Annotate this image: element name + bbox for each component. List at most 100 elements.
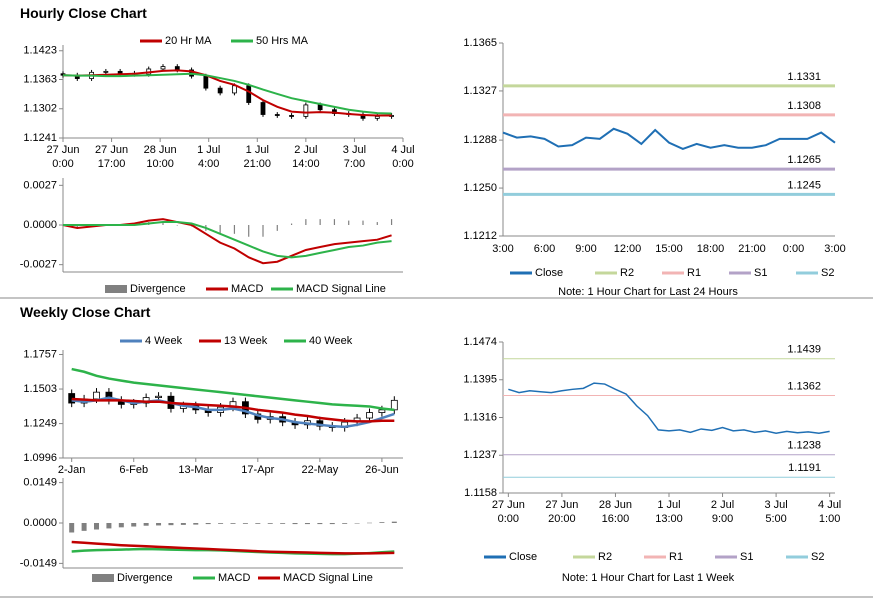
divergence-bar — [348, 220, 350, 225]
pivot-label: 1.1308 — [787, 100, 821, 112]
divergence-bar — [390, 219, 393, 225]
x-tick-label: 3 Jul 7:00 — [342, 144, 367, 170]
x-tick-label: 4 Jul 0:00 — [391, 144, 415, 170]
candle-body — [289, 115, 294, 117]
x-tick-label: 28 Jun 10:00 — [143, 144, 177, 170]
x-tick-label: 17-Apr — [241, 464, 275, 476]
y-tick-label: 1.1474 — [463, 336, 497, 348]
y-tick-label: 1.1327 — [463, 85, 497, 97]
y-tick-label: 1.1316 — [463, 411, 497, 423]
x-tick-label: 27 Jun 0:00 — [491, 499, 525, 525]
x-tick-label: 1 Jul 21:00 — [243, 144, 272, 170]
divergence-bar — [131, 523, 137, 527]
legend-label: 20 Hr MA — [165, 35, 212, 47]
x-tick-label: 27 Jun 0:00 — [46, 144, 80, 170]
divergence-bar — [290, 223, 293, 225]
x-tick-label: 22-May — [301, 464, 339, 476]
candle-body — [103, 70, 109, 73]
divergence-bar — [342, 523, 348, 524]
divergence-bar — [76, 225, 78, 228]
candle-body — [117, 70, 123, 74]
pivot-label: 1.1362 — [787, 380, 821, 392]
series-line — [502, 127, 836, 151]
legend-label: 13 Week — [224, 335, 268, 347]
divergence-bar — [106, 523, 112, 529]
legend-label: S1 — [754, 267, 767, 279]
y-tick-label: 1.1250 — [463, 182, 497, 194]
legend-label: R2 — [598, 551, 612, 563]
series-line — [71, 397, 395, 423]
legend-label: S1 — [740, 551, 753, 563]
candle-body — [93, 391, 100, 400]
legend-label: Close — [509, 551, 537, 563]
chart-note: Note: 1 Hour Chart for Last 1 Week — [561, 572, 735, 584]
divergence-bar — [81, 523, 87, 531]
divergence-bar — [354, 523, 360, 524]
pivot-label: 1.1245 — [787, 179, 821, 191]
divergence-bar — [366, 522, 372, 524]
divergence-bar — [305, 219, 307, 225]
divergence-bar — [143, 523, 149, 526]
divergence-bar — [193, 523, 199, 525]
divergence-bar — [379, 522, 385, 523]
divergence-bar — [317, 523, 323, 525]
divergence-bar — [304, 523, 310, 525]
legend-label: S2 — [811, 551, 824, 563]
x-tick-label: 12:00 — [613, 243, 642, 255]
y-tick-label: 0.0000 — [23, 517, 57, 529]
legend-label: 4 Week — [145, 335, 183, 347]
legend-label: Divergence — [130, 283, 186, 295]
divergence-bar — [233, 225, 236, 234]
divergence-bar — [205, 523, 211, 525]
candle-body — [217, 87, 223, 94]
legend-label: S2 — [821, 267, 834, 279]
section-title: Weekly Close Chart — [20, 304, 151, 320]
y-tick-label: 1.1365 — [463, 37, 497, 49]
series-line — [63, 221, 392, 259]
y-tick-label: -0.0027 — [20, 259, 57, 271]
divergence-bar — [162, 222, 164, 225]
divergence-bar — [333, 219, 336, 225]
divergence-bar — [242, 523, 248, 524]
divergence-bar — [276, 225, 278, 231]
divergence-bar — [230, 523, 236, 524]
y-tick-label: 1.1288 — [463, 134, 497, 146]
legend-swatch — [92, 574, 114, 582]
x-tick-label: 1 Jul 13:00 — [655, 499, 683, 525]
divergence-bar — [376, 222, 378, 225]
divergence-bar — [219, 225, 221, 234]
legend-label: MACD — [218, 572, 250, 584]
divergence-bar — [180, 523, 186, 525]
divergence-bar — [176, 225, 178, 226]
divergence-bar — [94, 523, 100, 530]
pivot-label: 1.1265 — [787, 154, 821, 166]
y-tick-label: 1.1503 — [23, 383, 57, 395]
y-tick-label: 1.1212 — [463, 230, 497, 242]
divergence-bar — [267, 523, 273, 524]
candle-body — [274, 114, 280, 116]
divergence-bar — [248, 225, 250, 237]
legend-label: MACD Signal Line — [283, 572, 373, 584]
divergence-bar — [218, 523, 224, 524]
pivot-label: 1.1439 — [787, 344, 821, 356]
legend-label: R2 — [620, 267, 634, 279]
x-tick-label: 21:00 — [738, 243, 766, 255]
y-tick-label: 1.1249 — [23, 417, 57, 429]
section-title: Hourly Close Chart — [20, 5, 147, 21]
x-tick-label: 1 Jul 4:00 — [197, 144, 221, 170]
y-tick-label: 1.1241 — [23, 132, 57, 144]
divergence-bar — [118, 523, 124, 528]
candle-body — [203, 75, 209, 89]
legend-label: Close — [535, 267, 563, 279]
legend-label: 50 Hrs MA — [256, 35, 309, 47]
x-tick-label: 2 Jul 14:00 — [292, 144, 320, 170]
divergence-bar — [319, 219, 321, 225]
candle-body — [374, 116, 380, 119]
candle-body — [390, 399, 398, 411]
x-tick-label: 3 Jul 5:00 — [764, 499, 788, 525]
x-tick-label: 15:00 — [655, 243, 683, 255]
y-tick-label: 0.0027 — [23, 179, 57, 191]
candle-body — [232, 85, 237, 94]
